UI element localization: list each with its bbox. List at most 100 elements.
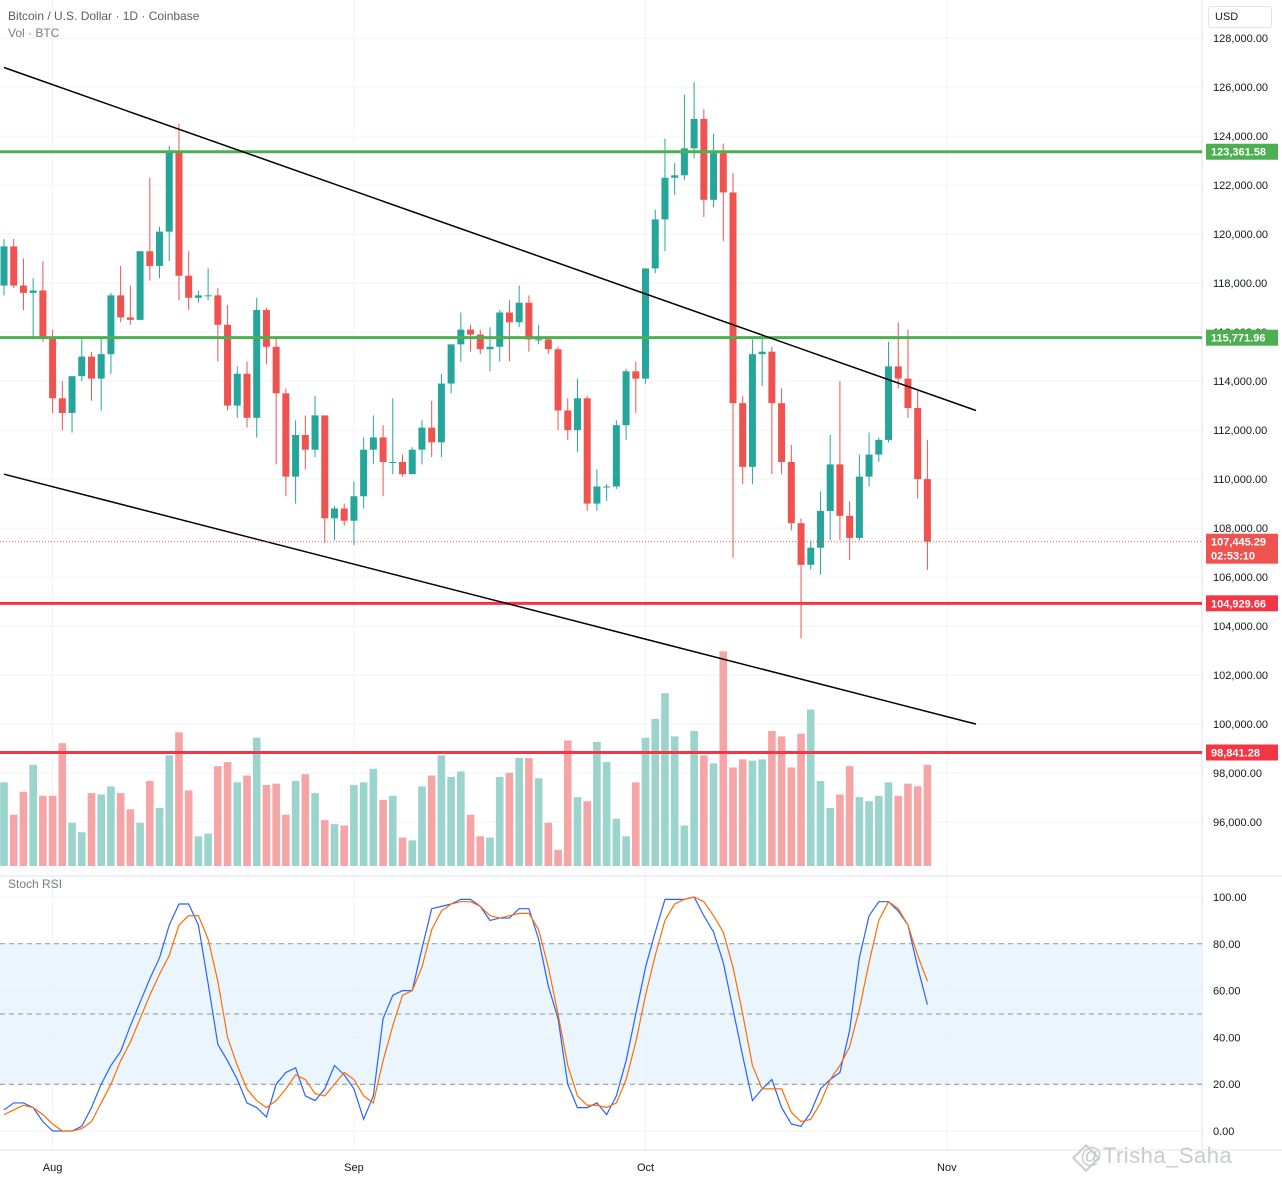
price-axis-label: 100,000.00	[1213, 719, 1268, 731]
candle-body	[836, 464, 844, 516]
candle-body	[768, 351, 776, 404]
candle-body	[156, 231, 164, 266]
volume-bar	[913, 786, 922, 866]
candle	[603, 484, 611, 502]
candle-body	[914, 408, 922, 480]
volume-bar	[768, 731, 776, 866]
volume-bar	[670, 736, 679, 866]
candle	[914, 390, 922, 499]
volume-bar	[855, 797, 864, 866]
volume-bar	[418, 786, 426, 866]
volume-bar	[29, 764, 37, 866]
candle-body	[301, 435, 309, 450]
volume-bar	[836, 794, 844, 866]
price-axis-label: 124,000.00	[1213, 131, 1268, 143]
candle	[78, 339, 86, 382]
price-axis-label: 104,000.00	[1213, 621, 1268, 633]
price-axis-label: 106,000.00	[1213, 572, 1268, 584]
price-line-label: 98,841.28	[1211, 747, 1260, 759]
volume-bar	[583, 801, 591, 866]
volume-bar	[612, 818, 621, 866]
volume-bar	[97, 794, 105, 866]
price-line-label: 115,771.96	[1211, 333, 1265, 345]
candle	[49, 329, 57, 413]
currency-selector[interactable]: USD	[1208, 6, 1272, 28]
candle	[175, 123, 183, 301]
candle	[885, 341, 893, 443]
candle	[710, 133, 718, 208]
candle	[505, 300, 513, 362]
candle-body	[651, 219, 659, 269]
candle-body	[19, 285, 27, 293]
volume-bar	[48, 795, 57, 866]
candle-body	[855, 476, 863, 538]
candle	[748, 339, 756, 484]
candle	[768, 346, 776, 475]
candle	[146, 177, 154, 281]
candle-body	[642, 268, 650, 379]
volume-bar	[816, 780, 825, 866]
candle-body	[165, 150, 173, 232]
volume-bar	[204, 833, 212, 866]
volume-bar	[690, 731, 698, 866]
candle-body	[476, 334, 484, 350]
candle	[554, 346, 562, 431]
candle-body	[885, 366, 893, 440]
candle-body	[826, 464, 834, 511]
last-price-label: 107,445.29	[1211, 537, 1266, 549]
candle-body	[554, 349, 562, 411]
candle	[58, 381, 66, 431]
candle-body	[612, 425, 620, 487]
candle-body	[535, 339, 543, 341]
candle	[68, 376, 76, 433]
price-axis-label: 108,000.00	[1213, 523, 1268, 535]
volume-bar	[68, 822, 76, 866]
candle-body	[564, 410, 572, 431]
volume-bar	[622, 836, 630, 866]
candle-body	[496, 312, 504, 347]
volume-bar	[748, 760, 757, 866]
volume-bar	[223, 762, 232, 866]
candle-body	[194, 295, 202, 298]
candle-body	[447, 344, 455, 384]
candle	[729, 172, 737, 558]
volume-bar	[107, 786, 115, 866]
volume-bar	[845, 766, 854, 866]
volume-bar	[301, 774, 310, 866]
candle-body	[437, 383, 445, 443]
volume-bar	[282, 814, 290, 866]
volume-bar	[9, 814, 18, 866]
candle-body	[330, 508, 338, 519]
candle-body	[126, 317, 134, 320]
price-axis-label: 112,000.00	[1213, 425, 1267, 437]
candle-body	[593, 486, 601, 504]
volume-bar	[563, 740, 572, 866]
volume-bar	[719, 651, 728, 866]
candle	[311, 395, 319, 458]
stoch-axis-label: 0.00	[1213, 1126, 1234, 1138]
candle-body	[544, 339, 552, 350]
candle	[330, 506, 338, 541]
price-axis-label: 118,000.00	[1213, 278, 1267, 290]
candle-body	[428, 427, 436, 443]
candle-body	[262, 310, 270, 347]
candle-body	[321, 415, 329, 519]
candle-body	[58, 398, 66, 413]
volume-bar	[593, 741, 601, 866]
candle-body	[107, 295, 115, 355]
candle	[690, 82, 698, 159]
candle	[787, 444, 795, 531]
candle	[340, 503, 348, 526]
candle-body	[603, 486, 611, 488]
candle	[0, 239, 8, 296]
candle	[447, 344, 455, 394]
candle-body	[632, 371, 640, 379]
volume-bar	[340, 825, 348, 866]
volume-bar	[389, 795, 397, 866]
volume-bar	[262, 785, 271, 866]
price-axis-label: 122,000.00	[1213, 180, 1268, 192]
candle	[816, 491, 824, 575]
volume-bar	[729, 767, 737, 866]
candle-body	[233, 373, 241, 406]
